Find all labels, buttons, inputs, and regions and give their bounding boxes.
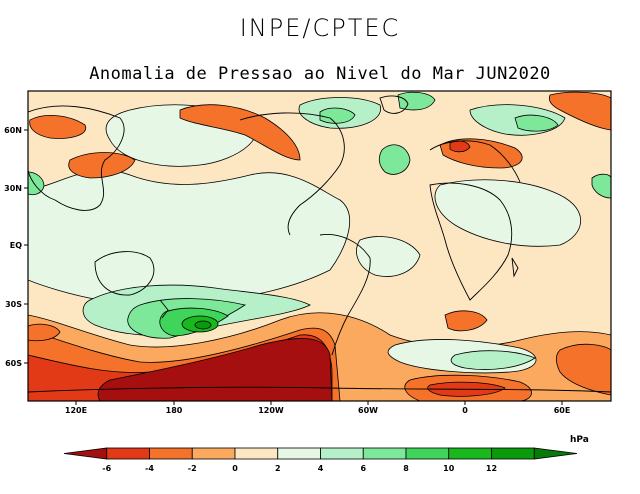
coast-europe	[429, 140, 521, 183]
russia-positive-core	[514, 114, 559, 132]
legend-color-1	[106, 447, 150, 460]
south-atlantic-positive-2	[356, 236, 421, 277]
legend-color-0	[63, 447, 108, 460]
coast-south-america	[319, 234, 371, 356]
legend-color-8	[405, 447, 450, 460]
north-pacific-negative	[179, 104, 301, 161]
anomaly-field	[28, 91, 611, 401]
east-asia-positive	[591, 173, 611, 199]
legend-tick-label: 2	[275, 464, 281, 473]
coast-madagascar	[511, 257, 519, 278]
siberia-negative	[29, 115, 87, 139]
coast-africa	[429, 182, 513, 301]
legend-color-2	[149, 447, 193, 460]
legend-color-6	[320, 447, 364, 460]
coast-asia	[28, 105, 125, 211]
northeast-negative	[548, 91, 611, 131]
south-pacific-core-4	[194, 320, 212, 330]
arctic-positive-core	[319, 107, 356, 124]
west-south-negative	[28, 323, 61, 342]
lon-label-0: 0	[462, 406, 468, 415]
south-indian-positive	[450, 350, 536, 370]
legend-color-4	[234, 447, 279, 460]
legend-tick-label: 8	[403, 464, 409, 473]
legend-unit: hPa	[570, 435, 589, 445]
lon-label-60w: 60W	[358, 406, 378, 415]
lon-label-120w: 120W	[258, 406, 284, 415]
lat-label-30n: 30N	[4, 184, 22, 193]
legend-color-11	[533, 447, 578, 460]
coastlines	[28, 95, 611, 393]
lon-axis	[75, 401, 563, 405]
legend-tick-label: -6	[102, 464, 111, 473]
southern-ocean-negative-core	[97, 338, 333, 401]
legend-tick-label: 12	[486, 464, 497, 473]
legend-ticks: -6 -4 -2 0 2 4 6 8 10 12	[102, 464, 497, 473]
legend-color-10	[491, 447, 535, 460]
lon-label-60e: 60E	[554, 406, 571, 415]
tropical-positive-anomaly	[28, 170, 350, 303]
lat-label-60n: 60N	[4, 126, 22, 135]
coast-australia	[94, 251, 155, 296]
legend-tick-label: -4	[145, 464, 154, 473]
coast-new-zealand	[159, 299, 169, 319]
map-title: Anomalia de Pressao ao Nivel do Mar JUN2…	[89, 64, 551, 84]
lat-label-30s: 30S	[5, 300, 22, 309]
lat-label-eq: EQ	[10, 241, 22, 250]
color-legend: hPa -6 -4 -2 0 2 4 6 8 10 12	[63, 435, 589, 473]
legend-color-3	[191, 447, 236, 460]
lon-label-120e: 120E	[65, 406, 87, 415]
asia-negative	[68, 152, 136, 179]
legend-tick-label: 4	[318, 464, 324, 473]
legend-tick-label: 10	[443, 464, 455, 473]
legend-color-9	[448, 447, 492, 460]
coast-north-america	[239, 112, 345, 236]
lon-label-180: 180	[166, 406, 183, 415]
legend-tick-label: 6	[360, 464, 366, 473]
legend-color-7	[362, 447, 407, 460]
south-africa-negative	[444, 310, 488, 332]
legend-tick-label: 0	[232, 464, 238, 473]
lat-label-60s: 60S	[5, 359, 22, 368]
legend-tick-label: -2	[188, 464, 197, 473]
coast-greenland	[379, 95, 409, 114]
north-atlantic-positive	[378, 144, 411, 175]
west-positive	[28, 171, 45, 196]
organization-title: INPE/CPTEC	[239, 14, 401, 42]
coast-antarctica	[28, 386, 611, 393]
legend-color-5	[277, 447, 321, 460]
lat-axis	[24, 129, 28, 364]
legend-boxes	[63, 447, 578, 460]
south-east-negative	[555, 343, 611, 396]
map-frame	[27, 90, 612, 402]
